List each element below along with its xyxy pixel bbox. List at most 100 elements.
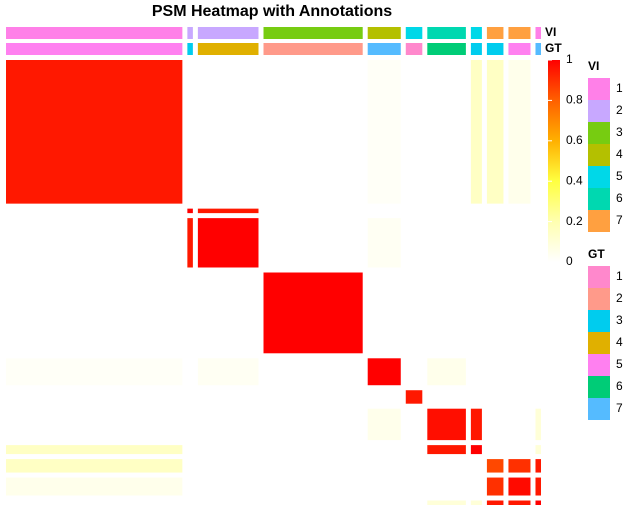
legend-label: 6: [616, 191, 623, 205]
legend-swatch: [588, 210, 610, 232]
annotation-cell: [263, 43, 363, 55]
legend-label: 5: [616, 169, 623, 183]
heatmap-cell: [486, 218, 504, 268]
colorbar-tick-label: 0.6: [566, 133, 583, 147]
legend-swatch: [588, 188, 610, 210]
annotation-cell: [470, 27, 482, 39]
heatmap-cell: [263, 218, 363, 268]
heatmap-cell: [6, 500, 183, 505]
annotation-cell: [508, 27, 531, 39]
heatmap-cell: [470, 208, 482, 214]
heatmap-cell: [367, 445, 401, 455]
legend-swatch: [588, 166, 610, 188]
heatmap-cell: [486, 272, 504, 354]
heatmap-cell: [405, 459, 423, 473]
heatmap-cell: [508, 358, 531, 386]
heatmap-cell: [427, 390, 466, 404]
heatmap-cell: [187, 208, 193, 214]
legend-swatch: [588, 122, 610, 144]
heatmap-cell: [486, 208, 504, 214]
heatmap-cell: [486, 60, 504, 204]
heatmap-cell: [6, 358, 183, 386]
colorbar-tick-label: 0.4: [566, 173, 583, 187]
legend-label: 7: [616, 213, 623, 227]
heatmap-cell: [197, 272, 259, 354]
heatmap-cell: [405, 500, 423, 505]
annotation-cell: [427, 43, 466, 55]
annotation-cell: [535, 27, 541, 39]
heatmap-cell: [427, 272, 466, 354]
heatmap-cell: [486, 408, 504, 441]
heatmap-cell: [263, 208, 363, 214]
legend-label: 4: [616, 147, 623, 161]
legend-title: VI: [588, 59, 599, 73]
legend-label: 7: [616, 401, 623, 415]
heatmap-cell: [405, 390, 423, 404]
heatmap-cell: [263, 390, 363, 404]
heatmap-cell: [187, 477, 193, 496]
heatmap-cell: [535, 390, 541, 404]
heatmap-cell: [187, 459, 193, 473]
heatmap-cell: [405, 477, 423, 496]
heatmap-cell: [486, 445, 504, 455]
heatmap-cell: [197, 477, 259, 496]
heatmap-cell: [197, 208, 259, 214]
annotation-label: GT: [545, 41, 562, 55]
heatmap-cell: [197, 358, 259, 386]
heatmap-cell: [470, 445, 482, 455]
heatmap-cell: [197, 408, 259, 441]
legend-swatch: [588, 354, 610, 376]
heatmap-cell: [263, 477, 363, 496]
heatmap-cell: [367, 358, 401, 386]
legend-swatch: [588, 266, 610, 288]
annotation-cell: [367, 43, 401, 55]
heatmap-cell: [470, 60, 482, 204]
heatmap-cell: [535, 358, 541, 386]
heatmap-cell: [427, 60, 466, 204]
colorbar-tick-label: 0: [566, 254, 573, 268]
heatmap-cell: [470, 218, 482, 268]
heatmap-cell: [508, 477, 531, 496]
heatmap-cell: [197, 445, 259, 455]
heatmap-cell: [508, 272, 531, 354]
legend-swatch: [588, 78, 610, 100]
heatmap-cell: [470, 477, 482, 496]
heatmap-cell: [535, 272, 541, 354]
legend-label: 3: [616, 125, 623, 139]
annotation-cell: [6, 27, 183, 39]
heatmap-cell: [470, 408, 482, 441]
heatmap-cell: [508, 445, 531, 455]
legend-swatch: [588, 332, 610, 354]
heatmap-cell: [405, 208, 423, 214]
heatmap-cell: [405, 445, 423, 455]
annotation-cell: [405, 43, 423, 55]
heatmap-cell: [508, 408, 531, 441]
heatmap-cell: [187, 60, 193, 204]
heatmap-cell: [427, 500, 466, 505]
legend-title: GT: [588, 247, 605, 261]
legend-label: 1: [616, 269, 623, 283]
annotation-cell: [197, 43, 259, 55]
heatmap-cell: [187, 272, 193, 354]
legend-label: 6: [616, 379, 623, 393]
heatmap-cell: [470, 358, 482, 386]
annotation-cell: [187, 27, 193, 39]
heatmap-cell: [367, 408, 401, 441]
legend-label: 2: [616, 291, 623, 305]
heatmap-cell: [405, 358, 423, 386]
heatmap-cell: [6, 390, 183, 404]
legend-swatch: [588, 288, 610, 310]
heatmap-cell: [263, 445, 363, 455]
heatmap-cell: [263, 358, 363, 386]
legend-label: 5: [616, 357, 623, 371]
heatmap-cell: [508, 390, 531, 404]
heatmap-cell: [405, 218, 423, 268]
heatmap-cell: [367, 208, 401, 214]
legend-swatch: [588, 376, 610, 398]
heatmap-cell: [187, 408, 193, 441]
heatmap-cell: [405, 408, 423, 441]
legend-label: 2: [616, 103, 623, 117]
legend-label: 4: [616, 335, 623, 349]
legend-swatch: [588, 398, 610, 420]
